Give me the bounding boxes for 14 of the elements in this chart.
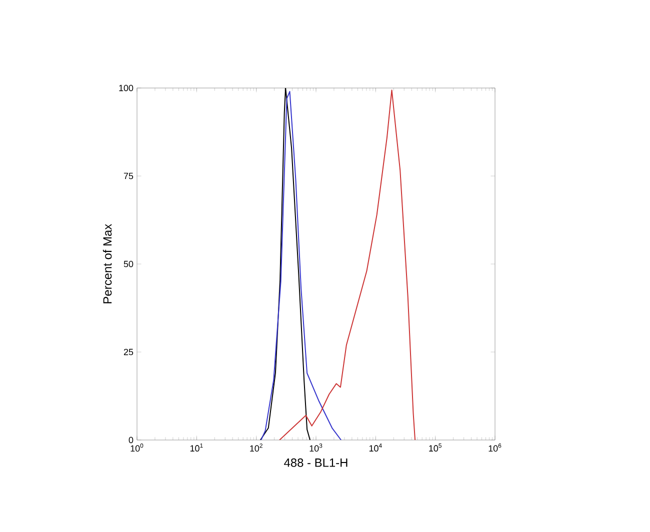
y-tick-label: 50 [124, 260, 134, 268]
y-tick-label: 100 [119, 84, 134, 92]
y-axis-title: Percent of Max [102, 224, 112, 304]
x-tick-label: 10$^{0}$ [130, 444, 144, 452]
x-tick-label: 10$^{3}$ [310, 444, 322, 452]
x-axis-title: 488 - BL1-H [284, 458, 348, 467]
y-tick-label: 75 [124, 172, 134, 180]
y-tick-label: 0 [128, 436, 134, 444]
x-tick-label: 10$^{2}$ [250, 444, 262, 452]
x-tick-label: 10$^{6}$ [488, 444, 502, 452]
x-tick-label: 10$^{4}$ [369, 444, 382, 452]
x-tick-label: 10$^{1}$ [190, 444, 203, 452]
y-tick-label: 25 [124, 348, 134, 356]
x-tick-label: 10$^{5}$ [429, 444, 442, 452]
